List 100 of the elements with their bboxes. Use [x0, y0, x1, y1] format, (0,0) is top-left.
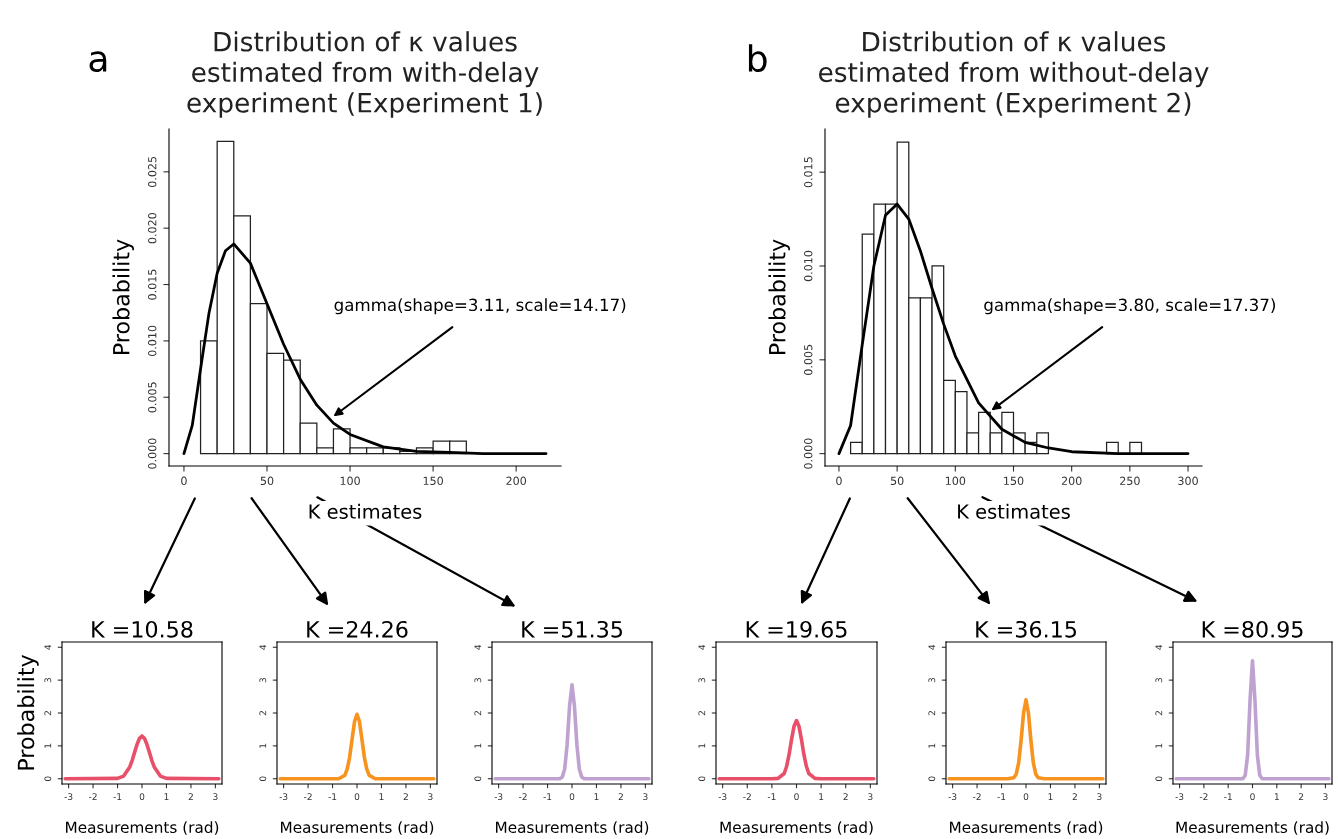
x-tick-label: -1	[767, 793, 776, 800]
x-tick-label: 300	[1178, 476, 1198, 486]
x-axis-title: K estimates	[309, 503, 422, 519]
y-tick-label: 2	[44, 711, 52, 716]
chart-title: Distribution of κ values estimated from with-delay experiment (Experiment 1)	[187, 31, 542, 118]
y-tick-label: 3	[698, 677, 706, 683]
y-tick-label: 2	[1155, 711, 1163, 716]
x-tick-label: -1	[1224, 793, 1232, 800]
x-tick-label: 200	[1061, 476, 1082, 486]
x-tick-label: 3	[428, 793, 433, 801]
x-tick-label: -3	[494, 793, 503, 801]
line-series	[947, 698, 1105, 781]
y-tick-label: 4	[44, 644, 52, 650]
y-axis-title: Probability	[112, 239, 134, 355]
y-tick-label: 0.005	[804, 344, 813, 375]
x-tick-label: 1	[1048, 793, 1053, 800]
text: a	[89, 51, 107, 73]
x-tick-label: 250	[1120, 476, 1140, 486]
x-tick-label: 1	[594, 793, 599, 800]
y-tick-label: 4	[928, 644, 936, 650]
line-series	[493, 682, 651, 781]
x-tick-label: -3	[718, 793, 727, 801]
chart-title: Distribution of κ values estimated from without-delay experiment (Experiment 2)	[819, 31, 1209, 118]
x-tick-label: 2	[403, 793, 408, 800]
y-tick-label: 3	[1155, 677, 1163, 683]
x-axis-title: Measurements (rad)	[950, 821, 1103, 835]
x-tick-label: 2	[1072, 793, 1077, 800]
chart-title: K =19.65	[746, 620, 847, 638]
x-tick-label: -1	[997, 793, 1006, 800]
line-series	[1174, 658, 1331, 781]
x-tick-label: 0	[794, 793, 799, 801]
x-axis-title: K estimates	[958, 503, 1070, 519]
line-series	[278, 712, 436, 781]
x-tick-label: 100	[340, 476, 360, 486]
x-tick-label: 0	[181, 476, 187, 486]
y-tick-label: 0	[44, 776, 52, 782]
y-tick-label: 0	[474, 776, 482, 782]
y-tick-label: 1	[44, 743, 52, 748]
y-tick-label: 4	[1155, 644, 1163, 650]
y-tick-label: 1	[698, 743, 706, 748]
x-tick-label: -3	[948, 793, 957, 801]
y-tick-label: 2	[698, 711, 706, 716]
line-series	[63, 734, 221, 781]
x-tick-label: 0	[139, 793, 145, 801]
y-tick-label: 3	[928, 677, 936, 683]
x-tick-label: 2	[618, 793, 623, 800]
y-axis-title: Probability	[768, 239, 790, 355]
y-tick-label: 2	[474, 711, 482, 716]
x-axis-title: Measurements (rad)	[720, 821, 873, 835]
annotation: gamma(shape=3.11, scale=14.17)	[334, 298, 626, 315]
chart-title: K =36.15	[976, 620, 1076, 638]
x-tick-label: 1	[164, 793, 169, 800]
y-tick-label: 4	[259, 644, 267, 650]
y-tick-label: 0	[1155, 776, 1163, 782]
y-tick-label: 0	[698, 776, 706, 782]
chart-title: K =51.35	[522, 620, 622, 638]
x-tick-label: 0	[1023, 793, 1029, 801]
y-tick-label: 0.015	[804, 157, 813, 188]
y-tick-label: 2	[259, 711, 267, 716]
y-tick-label: 4	[698, 644, 706, 650]
x-tick-label: -3	[279, 793, 288, 801]
x-tick-label: -2	[519, 793, 527, 800]
y-tick-label: 0.000	[148, 438, 157, 469]
y-tick-label: 1	[928, 743, 936, 748]
chart-title: K =10.58	[92, 620, 193, 638]
y-tick-label: 0.005	[148, 382, 157, 413]
x-tick-label: -1	[543, 793, 552, 800]
annotation: gamma(shape=3.80, scale=17.37)	[984, 298, 1275, 315]
x-tick-label: -2	[743, 793, 751, 800]
y-tick-label: 0.010	[148, 325, 157, 357]
x-tick-label: 1	[1274, 793, 1279, 800]
y-tick-label: 0.015	[148, 269, 157, 300]
y-tick-label: 1	[259, 743, 267, 748]
x-tick-label: -1	[328, 793, 337, 800]
y-tick-label: 0	[259, 776, 267, 782]
x-tick-label: 3	[1323, 793, 1328, 801]
x-tick-label: 2	[1298, 793, 1304, 800]
x-tick-label: 3	[643, 793, 648, 801]
y-tick-label: 0.000	[804, 438, 813, 469]
x-tick-label: -3	[64, 793, 73, 801]
y-tick-label: 0.010	[804, 250, 813, 282]
x-tick-label: 1	[379, 793, 384, 800]
x-tick-label: -2	[1199, 793, 1208, 800]
text: b	[748, 44, 767, 73]
x-tick-label: 150	[423, 476, 443, 486]
x-axis-title: Measurements (rad)	[1176, 821, 1329, 835]
x-tick-label: -2	[304, 793, 312, 800]
y-tick-label: 3	[474, 677, 482, 683]
x-tick-label: 3	[213, 793, 218, 801]
x-axis-title: Measurements (rad)	[281, 821, 434, 835]
x-tick-label: -3	[1175, 793, 1184, 801]
y-tick-label: 0	[928, 776, 936, 782]
x-tick-label: 2	[188, 793, 193, 800]
line-series	[717, 718, 876, 781]
x-tick-label: 50	[890, 476, 904, 486]
y-tick-label: 2	[928, 711, 936, 716]
y-tick-label: 3	[259, 677, 267, 683]
x-tick-label: -2	[89, 793, 97, 800]
x-tick-label: 1	[819, 793, 824, 800]
x-tick-label: 3	[1097, 793, 1102, 801]
